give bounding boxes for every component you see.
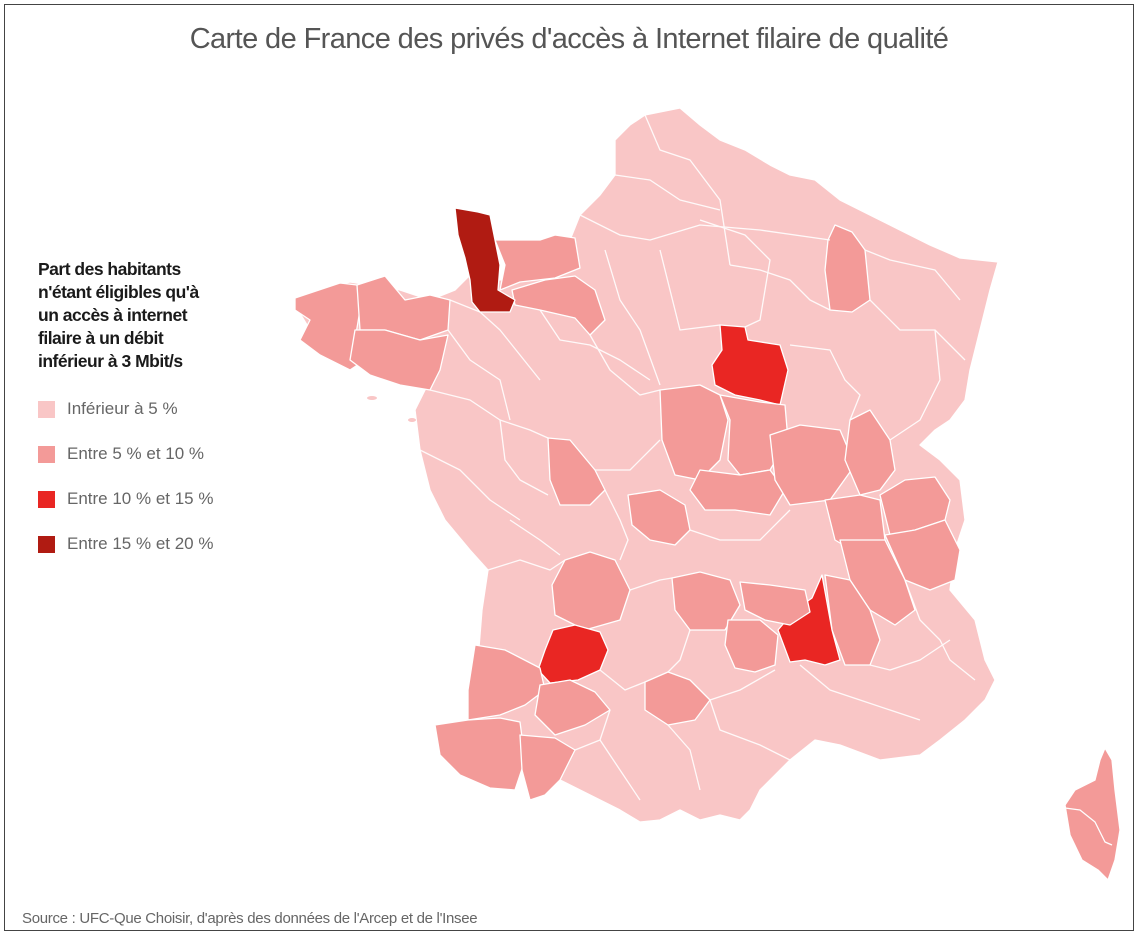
legend-swatch-icon: [38, 445, 55, 463]
legend-title-line: Part des habitants: [38, 259, 181, 279]
dept-savoie: [884, 519, 961, 591]
dept-landes: [467, 644, 546, 721]
legend-item: Entre 10 % et 15 %: [38, 487, 278, 511]
legend-title-line: n'étant éligibles qu'à: [38, 282, 199, 302]
legend-title-line: un accès à internet: [38, 305, 188, 325]
dept-haute-loire: [739, 581, 811, 626]
dept-saone-et-loire: [689, 469, 786, 516]
dept-cantal: [671, 571, 741, 631]
source-note: Source : UFC-Que Choisir, d'après des do…: [22, 910, 478, 927]
legend-title: Part des habitants n'étant éligibles qu'…: [38, 258, 278, 373]
dept-nievre: [659, 384, 729, 481]
dept-morbihan: [349, 329, 449, 391]
dept-manche: [454, 207, 516, 313]
dept-creuse: [627, 489, 691, 546]
dept-yonne: [711, 324, 789, 406]
page-title: Carte de France des privés d'accès à Int…: [189, 23, 949, 55]
departement-borders: [419, 114, 976, 801]
legend-label: Entre 15 % et 20 %: [67, 534, 214, 553]
legend: Part des habitants n'étant éligibles qu'…: [38, 258, 278, 577]
dept-jura: [769, 424, 856, 506]
legend-swatch-icon: [38, 400, 55, 418]
dept-vienne: [547, 437, 606, 506]
atlantic-islands: [367, 396, 476, 520]
dept-pyrenees-atlantiques: [434, 717, 526, 791]
dept-dordogne: [537, 624, 609, 684]
dept-calvados: [494, 234, 581, 291]
legend-swatch-icon: [38, 490, 55, 508]
dept-lot-et-garonne: [534, 679, 611, 736]
legend-label: Entre 5 % et 10 %: [67, 444, 205, 463]
corse-divider: [1064, 807, 1113, 846]
legend-swatch-icon: [38, 535, 55, 553]
dept-doubs: [844, 409, 896, 496]
dept-gers: [519, 734, 576, 801]
dept-aveyron: [644, 671, 711, 726]
legend-item: Entre 5 % et 10 %: [38, 442, 278, 466]
dept-orne: [511, 275, 606, 336]
dept-meuse: [824, 224, 871, 313]
legend-title-line: filaire à un débit: [38, 328, 164, 348]
legend-title-line: inférieur à 3 Mbit/s: [38, 351, 183, 371]
legend-label: Inférieur à 5 %: [67, 399, 178, 418]
dept-corse: [1064, 747, 1121, 881]
legend-label: Entre 10 % et 15 %: [67, 489, 214, 508]
dept-lozere: [724, 619, 779, 673]
legend-item: Inférieur à 5 %: [38, 397, 278, 421]
legend-item: Entre 15 % et 20 %: [38, 532, 278, 556]
dept-haute-vienne: [551, 551, 631, 631]
